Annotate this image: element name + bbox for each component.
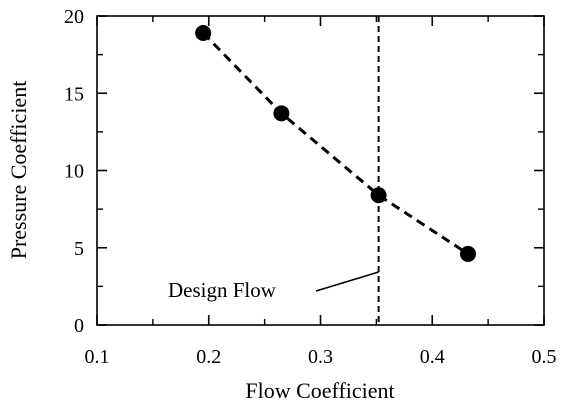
x-tick-label: 0.5 [532,346,557,368]
data-points [195,24,477,262]
annotation-label: Design Flow [168,278,277,302]
y-axis-title: Pressure Coefficient [6,81,31,260]
x-tick-labels: 0.1 0.2 0.3 0.4 0.5 [85,346,557,368]
data-point [370,187,387,204]
y-tick-labels: 0 5 10 15 20 [64,6,84,337]
data-point [460,245,477,262]
x-tick-label: 0.2 [196,346,221,368]
y-tick-label: 5 [74,238,84,260]
y-tick-label: 15 [64,83,84,105]
x-tick-label: 0.4 [420,346,445,368]
data-point [273,105,290,122]
x-tick-label: 0.1 [85,346,110,368]
x-axis-title: Flow Coefficient [245,378,394,403]
x-tick-label: 0.3 [308,346,333,368]
y-tick-label: 20 [64,6,84,28]
axis-ticks [96,15,545,326]
series-line [202,31,469,256]
annotation-leader-line [315,271,379,292]
y-tick-label: 10 [64,161,84,183]
data-point [195,24,212,41]
y-tick-label: 0 [74,315,84,337]
plot-frame [96,15,545,326]
